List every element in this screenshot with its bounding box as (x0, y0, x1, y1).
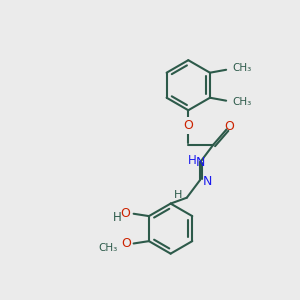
Text: N: N (196, 156, 205, 169)
Text: CH₃: CH₃ (232, 97, 252, 107)
Text: H: H (188, 154, 196, 167)
Text: O: O (120, 207, 130, 220)
Text: CH₃: CH₃ (232, 63, 252, 73)
Text: O: O (225, 120, 234, 133)
Text: O: O (183, 119, 193, 132)
Text: H: H (174, 190, 183, 200)
Text: CH₃: CH₃ (98, 243, 117, 253)
Text: H: H (112, 211, 121, 224)
Text: N: N (202, 175, 212, 188)
Text: O: O (122, 237, 131, 250)
